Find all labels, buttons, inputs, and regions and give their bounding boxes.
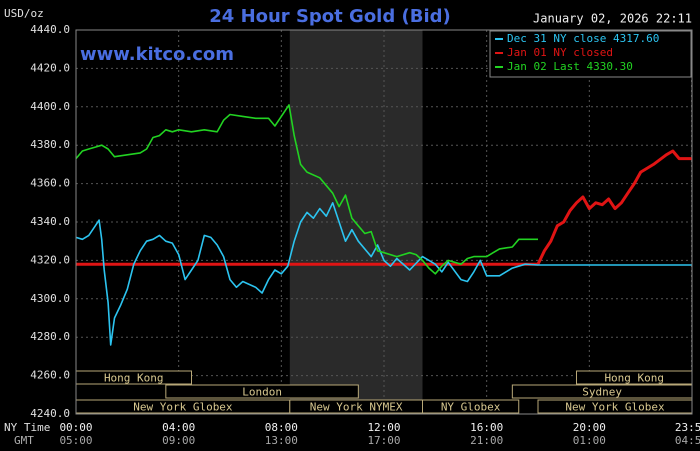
- x-tick-label: 23:59: [675, 421, 700, 434]
- x-tick-label: 12:00: [367, 421, 400, 434]
- y-tick-label: 4360.0: [30, 177, 70, 190]
- x2-tick-label: 01:00: [573, 434, 606, 447]
- x2-tick-label: 13:00: [265, 434, 298, 447]
- x-tick-label: 00:00: [59, 421, 92, 434]
- unit-label: USD/oz: [4, 7, 44, 20]
- watermark: www.kitco.com: [80, 44, 234, 65]
- plot-frame: [75, 29, 693, 415]
- y-tick-label: 4300.0: [30, 292, 70, 305]
- y-tick-label: 4260.0: [30, 369, 70, 382]
- y-tick-label: 4280.0: [30, 330, 70, 343]
- y-tick-label: 4440.0: [30, 23, 70, 36]
- plot-under: [75, 29, 692, 415]
- series-line: [76, 149, 692, 266]
- session-label: London: [242, 386, 282, 399]
- chart-title: 24 Hour Spot Gold (Bid): [209, 6, 450, 27]
- x2-label: GMT: [14, 434, 34, 447]
- y-tick-label: 4400.0: [30, 100, 70, 113]
- x2-tick-label: 09:00: [162, 434, 195, 447]
- x2-tick-label: 04:59: [675, 434, 700, 447]
- y-tick-label: 4380.0: [30, 138, 70, 151]
- x-tick-label: 16:00: [470, 421, 503, 434]
- x-tick-label: 04:00: [162, 421, 195, 434]
- x2-tick-label: 17:00: [367, 434, 400, 447]
- session-label: Sydney: [582, 386, 622, 399]
- x-tick-label: 08:00: [265, 421, 298, 434]
- legend-label: Jan 02 Last 4330.30: [507, 60, 633, 73]
- session-bar: [165, 384, 359, 399]
- y-tick-label: 4320.0: [30, 253, 70, 266]
- legend-label: Jan 01 NY closed: [507, 46, 613, 59]
- session-bar: [422, 399, 520, 414]
- legend-box: [489, 30, 692, 78]
- date-label: January 02, 2026 22:11: [533, 12, 692, 26]
- session-label: NY Globex: [441, 401, 501, 414]
- x-tick-label: 20:00: [573, 421, 606, 434]
- session-label: Hong Kong: [104, 372, 164, 385]
- y-tick-label: 4240.0: [30, 407, 70, 420]
- y-tick-label: 4340.0: [30, 215, 70, 228]
- series-line: [75, 104, 538, 275]
- series-line: [75, 202, 692, 346]
- plot-lines: [75, 104, 692, 346]
- session-label: New York NYMEX: [310, 401, 403, 414]
- session-label: New York Globex: [133, 401, 233, 414]
- x2-tick-label: 05:00: [59, 434, 92, 447]
- session-label: Hong Kong: [604, 372, 664, 385]
- x2-tick-label: 21:00: [470, 434, 503, 447]
- x-label: NY Time: [4, 421, 50, 434]
- plot-over: 4240.0 4260.0 4280.0 4300.0 4320.0 4340.0 4360…: [30, 23, 700, 447]
- session-label: New York Globex: [565, 401, 665, 414]
- y-tick-label: 4420.0: [30, 61, 70, 74]
- legend-label: Dec 31 NY close 4317.60: [507, 32, 659, 45]
